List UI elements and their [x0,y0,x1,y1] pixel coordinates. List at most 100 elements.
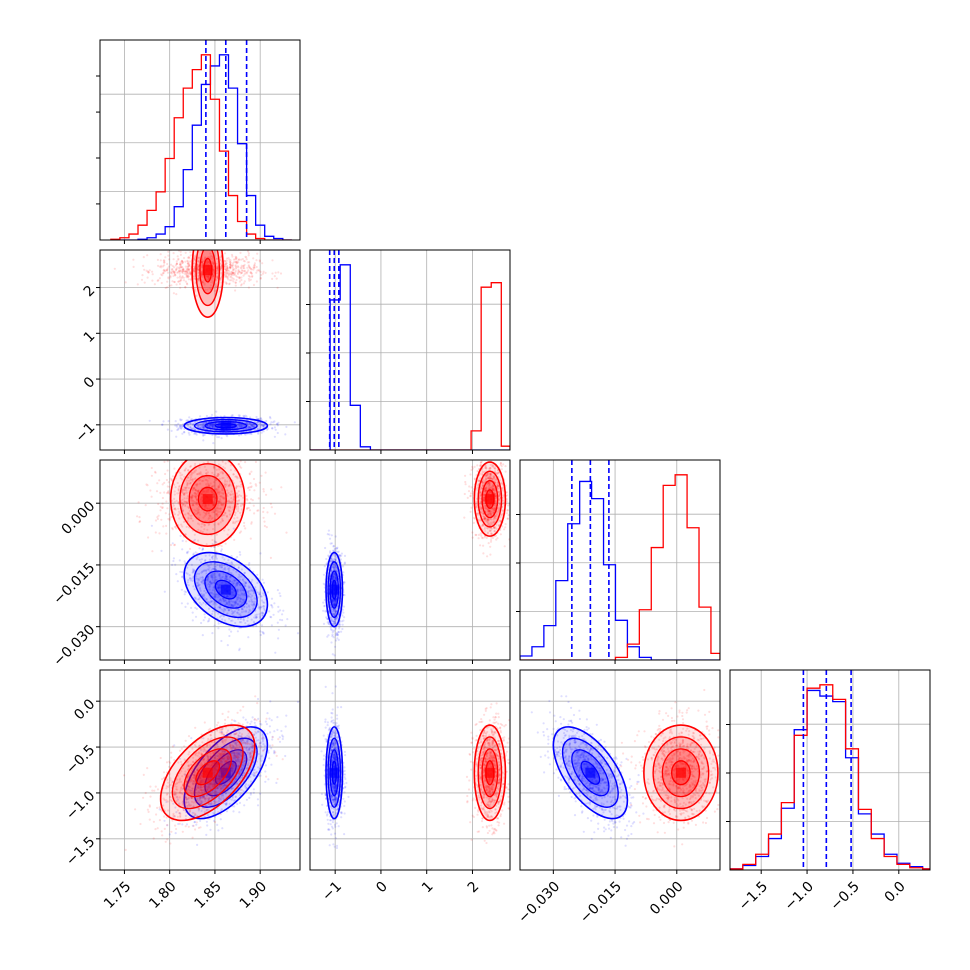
scatter-point [211,556,214,559]
scatter-point [196,473,199,476]
scatter-point [229,264,232,267]
scatter-point [220,545,223,548]
scatter-point [181,260,184,263]
scatter-point [330,618,333,622]
scatter-point [258,613,261,616]
scatter-point [230,603,233,607]
scatter-point [511,500,513,502]
scatter-point [230,591,233,594]
scatter-point [187,584,190,587]
scatter-point [224,271,227,274]
scatter-point [323,605,326,608]
scatter-point [242,610,246,613]
scatter-point [214,568,217,571]
scatter-point [234,281,237,284]
scatter-point [166,271,170,274]
scatter-point [211,275,215,278]
scatter-point [246,423,249,426]
scatter-point [187,550,190,553]
scatter-point [192,471,195,475]
scatter-point [228,604,231,607]
scatter-point [486,518,489,521]
scatter-point [252,266,255,269]
scatter-point [487,510,490,513]
scatter-point [168,258,171,261]
scatter-point [173,467,176,470]
scatter-point [170,272,173,275]
scatter-point [189,497,192,501]
scatter-point [343,562,346,565]
scatter-point [252,424,255,427]
scatter-point [188,547,192,551]
scatter-point [200,271,203,274]
scatter-point [208,558,211,561]
scatter-point [262,490,265,493]
scatter-point [190,497,193,500]
scatter-point [260,612,263,615]
scatter-point [235,274,238,277]
scatter-point [224,455,226,457]
scatter-point [489,472,492,475]
scatter-point [247,426,250,429]
scatter-point [220,491,223,495]
scatter-point [333,565,336,568]
scatter-point [223,259,226,263]
scatter-point [485,486,488,489]
scatter-point [327,529,330,532]
scatter-point [252,283,256,287]
scatter-point [178,485,181,488]
scatter-point [212,425,215,428]
scatter-point [212,262,215,265]
scatter-point [293,421,296,424]
scatter-point [231,619,234,622]
scatter-point [502,463,505,466]
scatter-point [255,280,258,283]
scatter-point [216,596,219,599]
scatter-point [333,620,336,623]
scatter-point [202,422,205,425]
scatter-point [210,485,213,488]
scatter-point [197,260,200,263]
scatter-point [312,516,314,518]
scatter-point [246,422,250,425]
scatter-point [189,579,193,582]
scatter-point [209,482,212,485]
scatter-point [198,472,201,475]
scatter-point [162,525,165,528]
scatter-point [191,504,194,507]
scatter-point [205,598,208,601]
scatter-point [212,275,215,278]
scatter-point [219,576,222,580]
scatter-point [253,264,256,267]
scatter-point [223,619,227,622]
scatter-point [179,472,182,475]
scatter-point [332,604,335,607]
scatter-point [331,577,334,580]
scatter-point [276,423,279,426]
scatter-point [143,281,146,284]
scatter-point [181,268,185,271]
scatter-point [187,579,190,582]
scatter-point [219,424,222,427]
scatter-point [242,618,245,621]
scatter-point [336,633,339,636]
scatter-point [216,563,219,567]
scatter-point [188,272,191,275]
scatter-point [180,266,183,269]
scatter-point [206,568,209,571]
scatter-point [201,281,204,284]
scatter-point [222,600,225,603]
scatter-point [196,577,200,580]
scatter-point [218,606,222,610]
scatter-point [209,256,212,259]
scatter-point [178,270,181,273]
scatter-point [150,495,153,498]
scatter-point [224,576,227,579]
scatter-point [244,582,247,585]
scatter-point [212,442,215,445]
scatter-point [253,597,256,600]
scatter-point [221,472,225,475]
scatter-point [338,627,341,630]
scatter-point [211,433,214,437]
scatter-point [262,605,265,608]
